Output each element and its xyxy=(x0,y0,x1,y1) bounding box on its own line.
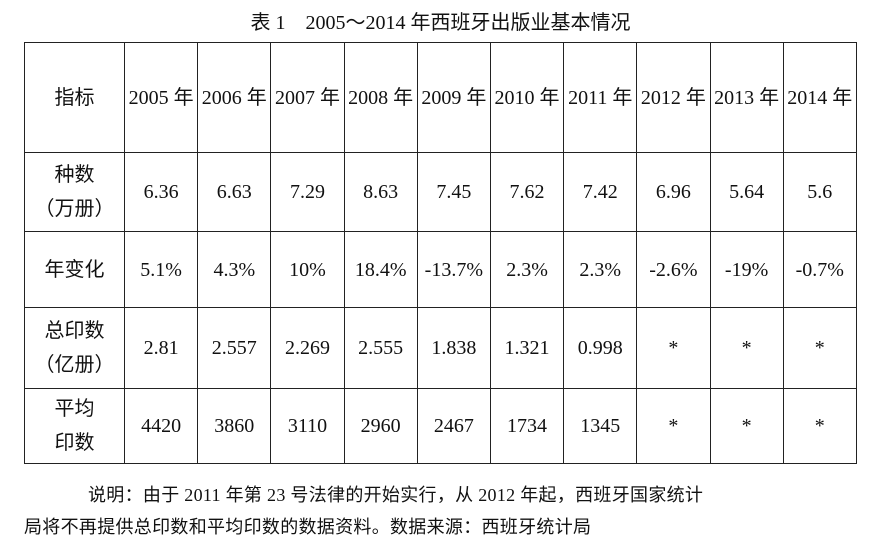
header-cell: 2006 年 xyxy=(197,42,272,153)
header-cell: 2011 年 xyxy=(563,42,638,153)
row-label-line: 总印数 xyxy=(44,320,105,342)
value-cell: 4.3% xyxy=(197,231,272,308)
value-cell: * xyxy=(709,307,784,389)
value-cell: 7.45 xyxy=(416,152,491,232)
value-cell: 5.64 xyxy=(709,152,784,232)
value-cell: 7.42 xyxy=(563,152,638,232)
value-cell: 2.3% xyxy=(489,231,565,308)
header-cell: 2014 年 xyxy=(782,42,857,153)
value-cell: * xyxy=(636,388,711,464)
value-cell: 2.3% xyxy=(563,231,638,308)
table-row: 平均 印数 4420 3860 3110 2960 2467 1734 1345 * * * xyxy=(24,388,857,464)
value-cell: 2.557 xyxy=(197,307,272,389)
value-cell: -2.6% xyxy=(636,231,711,308)
header-cell: 指标 xyxy=(24,42,125,153)
note-line: 说明：由于 2011 年第 23 号法律的开始实行，从 2012 年起，西班牙国… xyxy=(88,485,704,505)
value-cell: 6.36 xyxy=(123,152,199,232)
header-cell: 2007 年 xyxy=(270,42,345,153)
value-cell: * xyxy=(709,388,784,464)
value-cell: 3860 xyxy=(197,388,272,464)
header-cell: 2005 年 xyxy=(123,42,199,153)
value-cell: -19% xyxy=(709,231,784,308)
table-title: 表 1 2005～2014 年西班牙出版业基本情况 xyxy=(250,12,631,34)
table-row: 年变化 5.1% 4.3% 10% 18.4% -13.7% 2.3% 2.3% -2.6% -1… xyxy=(24,231,857,308)
row-label-line: （亿册） xyxy=(34,354,115,376)
value-cell: * xyxy=(636,307,711,389)
row-label-cell: 总印数 （亿册） xyxy=(24,307,125,389)
value-cell: 2.81 xyxy=(123,307,199,389)
value-cell: 10% xyxy=(270,231,345,308)
value-cell: 2.555 xyxy=(343,307,418,389)
value-cell: 5.6 xyxy=(782,152,857,232)
value-cell: 2.269 xyxy=(270,307,345,389)
row-label-line: 印数 xyxy=(54,432,95,454)
value-cell: 0.998 xyxy=(563,307,638,389)
value-cell: 6.63 xyxy=(197,152,272,232)
value-cell: 1734 xyxy=(489,388,565,464)
header-cell: 2008 年 xyxy=(343,42,418,153)
header-cell: 2012 年 xyxy=(636,42,711,153)
table-row: 种数 （万册） 6.36 6.63 7.29 8.63 7.45 7.62 7.42 6.96 5.… xyxy=(24,152,857,232)
value-cell: 5.1% xyxy=(123,231,199,308)
row-label-line: 种数 xyxy=(54,164,95,186)
value-cell: 1.838 xyxy=(416,307,491,389)
value-cell: -13.7% xyxy=(416,231,491,308)
data-table: 指标 2005 年 2006 年 2007 年 2008 年 2009 年 2010 年 20… xyxy=(24,42,857,464)
value-cell: 2960 xyxy=(343,388,418,464)
row-label-line: （万册） xyxy=(34,198,115,220)
value-cell: 18.4% xyxy=(343,231,418,308)
row-label-cell: 年变化 xyxy=(24,231,125,308)
table-row: 总印数 （亿册） 2.81 2.557 2.269 2.555 1.838 1.321 0.99… xyxy=(24,307,857,389)
header-cell: 2013 年 xyxy=(709,42,784,153)
value-cell: 1345 xyxy=(563,388,638,464)
note-line: 局将不再提供总印数和平均印数的数据资料。数据来源：西班牙统计局 xyxy=(24,517,592,537)
value-cell: 7.29 xyxy=(270,152,345,232)
value-cell: 1.321 xyxy=(489,307,565,389)
value-cell: 6.96 xyxy=(636,152,711,232)
value-cell: * xyxy=(782,388,857,464)
value-cell: * xyxy=(782,307,857,389)
header-cell: 2009 年 xyxy=(416,42,491,153)
header-row: 指标 2005 年 2006 年 2007 年 2008 年 2009 年 2010 年 20… xyxy=(24,42,857,153)
row-label-cell: 平均 印数 xyxy=(24,388,125,464)
row-label-cell: 种数 （万册） xyxy=(24,152,125,232)
value-cell: 2467 xyxy=(416,388,491,464)
value-cell: 8.63 xyxy=(343,152,418,232)
value-cell: 3110 xyxy=(270,388,345,464)
value-cell: -0.7% xyxy=(782,231,857,308)
value-cell: 4420 xyxy=(123,388,199,464)
row-label-line: 年变化 xyxy=(44,258,105,281)
header-cell: 2010 年 xyxy=(489,42,565,153)
value-cell: 7.62 xyxy=(489,152,565,232)
row-label-line: 平均 xyxy=(54,398,95,420)
